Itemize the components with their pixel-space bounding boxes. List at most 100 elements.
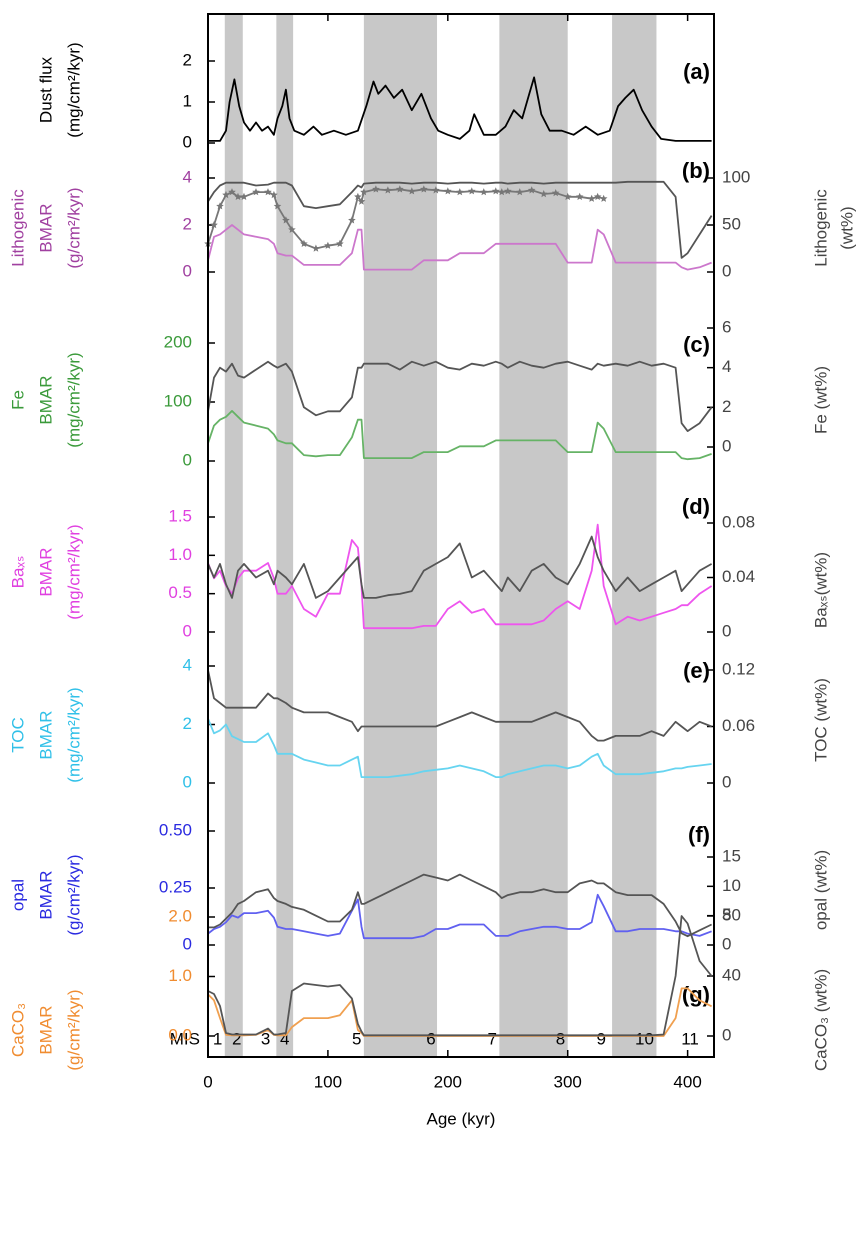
star-marker bbox=[372, 185, 380, 193]
star-marker bbox=[456, 188, 464, 196]
series-line bbox=[207, 410, 712, 461]
panel-letter: (a) bbox=[683, 59, 710, 84]
star-marker bbox=[264, 188, 272, 196]
mis-label: 2 bbox=[232, 1029, 241, 1048]
y2-tick-label: 0 bbox=[722, 436, 731, 455]
y2-tick-label: 0 bbox=[722, 1025, 731, 1044]
y-tick-label: 0.5 bbox=[168, 583, 192, 602]
y-tick-label: 4 bbox=[183, 655, 192, 674]
y2-tick-label: 0.12 bbox=[722, 659, 755, 678]
y-tick-label: 2 bbox=[183, 50, 192, 69]
y2-tick-label: 6 bbox=[722, 317, 731, 336]
y-axis-title: (g/cm²/kyr) bbox=[64, 854, 83, 935]
star-marker bbox=[312, 244, 320, 252]
y2-tick-label: 0 bbox=[722, 772, 731, 791]
mis-label: 6 bbox=[426, 1029, 435, 1048]
panel-letter: (b) bbox=[682, 158, 710, 183]
y2-tick-label: 2 bbox=[722, 397, 731, 416]
series-line bbox=[207, 523, 713, 630]
star-marker bbox=[228, 188, 236, 196]
series-line bbox=[207, 224, 712, 271]
series-line bbox=[207, 180, 713, 259]
series-line bbox=[207, 360, 713, 432]
star-marker bbox=[357, 197, 366, 205]
y-axis-title: (mg/cm²/kyr) bbox=[64, 352, 83, 447]
star-marker bbox=[420, 185, 428, 193]
star-marker bbox=[240, 192, 248, 200]
star-marker bbox=[234, 192, 242, 200]
x-tick-label: 300 bbox=[554, 1072, 582, 1091]
y-tick-label: 1.0 bbox=[168, 966, 192, 985]
y2-tick-label: 5 bbox=[722, 905, 731, 924]
series-line bbox=[208, 873, 712, 938]
x-tick-label: 400 bbox=[673, 1072, 701, 1091]
star-marker bbox=[270, 190, 278, 199]
y-tick-label: 0 bbox=[183, 132, 192, 151]
star-marker bbox=[210, 221, 218, 229]
y-axis-title: BMAR bbox=[36, 1005, 55, 1054]
y2-tick-label: 0.04 bbox=[722, 567, 755, 586]
star-marker bbox=[468, 187, 476, 195]
star-marker bbox=[563, 192, 572, 200]
y-axis-title: (mg/cm²/kyr) bbox=[64, 524, 83, 619]
panel-letter: (f) bbox=[688, 822, 710, 847]
star-marker bbox=[360, 188, 368, 196]
star-marker bbox=[575, 192, 584, 200]
y-tick-label: 100 bbox=[164, 391, 192, 410]
y2-axis-title: Fe (wt%) bbox=[811, 366, 830, 434]
star-marker bbox=[396, 185, 404, 193]
plot-frame bbox=[207, 13, 715, 1058]
y2-tick-label: 0 bbox=[722, 621, 731, 640]
y-axis-title: BMAR bbox=[36, 203, 55, 252]
star-marker bbox=[288, 225, 296, 233]
star-marker bbox=[515, 188, 524, 196]
mis-label: 3 bbox=[261, 1029, 270, 1048]
panel-letter: (c) bbox=[683, 332, 710, 357]
y-axis-title: Fe bbox=[8, 390, 27, 410]
y-tick-label: 0 bbox=[183, 772, 192, 791]
y-tick-label: 1.0 bbox=[168, 545, 192, 564]
glacial-band bbox=[276, 14, 294, 1057]
glacial-band bbox=[612, 14, 657, 1057]
y-axis-title: BMAR bbox=[36, 710, 55, 759]
y-tick-label: 1 bbox=[183, 91, 192, 110]
series-line bbox=[207, 535, 713, 599]
y2-tick-label: 0 bbox=[722, 934, 731, 953]
y-tick-label: 0.25 bbox=[159, 877, 192, 896]
y2-tick-label: 0.06 bbox=[722, 716, 755, 735]
star-marker bbox=[480, 188, 488, 196]
y2-axis-title: (wt%) bbox=[837, 206, 856, 249]
y-axis-title: TOC bbox=[8, 717, 27, 753]
y-axis-title: Baₓₛ bbox=[8, 556, 27, 589]
y-axis-title: (mg/cm²/kyr) bbox=[64, 42, 83, 137]
star-marker bbox=[498, 188, 506, 196]
star-marker bbox=[273, 202, 282, 210]
glacial-band bbox=[363, 14, 438, 1057]
y2-tick-label: 100 bbox=[722, 167, 750, 186]
mis-label: 1 bbox=[213, 1029, 222, 1048]
x-tick-label: 100 bbox=[314, 1072, 342, 1091]
series-line bbox=[207, 718, 712, 778]
x-axis-title: Age (kyr) bbox=[427, 1109, 496, 1128]
y2-axis-title: TOC (wt%) bbox=[811, 678, 830, 762]
panel-letter: (d) bbox=[682, 494, 710, 519]
y-axis-title: opal bbox=[8, 879, 27, 911]
mis-label: 8 bbox=[556, 1029, 565, 1048]
star-marker bbox=[348, 216, 356, 224]
star-marker bbox=[527, 186, 536, 194]
y-tick-label: 0.0 bbox=[168, 1025, 192, 1044]
y-tick-label: 2 bbox=[183, 714, 192, 733]
y2-tick-label: 50 bbox=[722, 214, 741, 233]
y-tick-label: 0 bbox=[183, 934, 192, 953]
star-marker bbox=[336, 239, 344, 247]
star-marker bbox=[282, 216, 290, 224]
mis-label: 4 bbox=[280, 1029, 289, 1048]
star-marker bbox=[504, 187, 512, 195]
mis-label: 11 bbox=[681, 1029, 699, 1048]
star-marker bbox=[384, 186, 392, 194]
y-axis-title: BMAR bbox=[36, 375, 55, 424]
star-marker bbox=[593, 192, 602, 200]
series-line bbox=[207, 893, 712, 940]
